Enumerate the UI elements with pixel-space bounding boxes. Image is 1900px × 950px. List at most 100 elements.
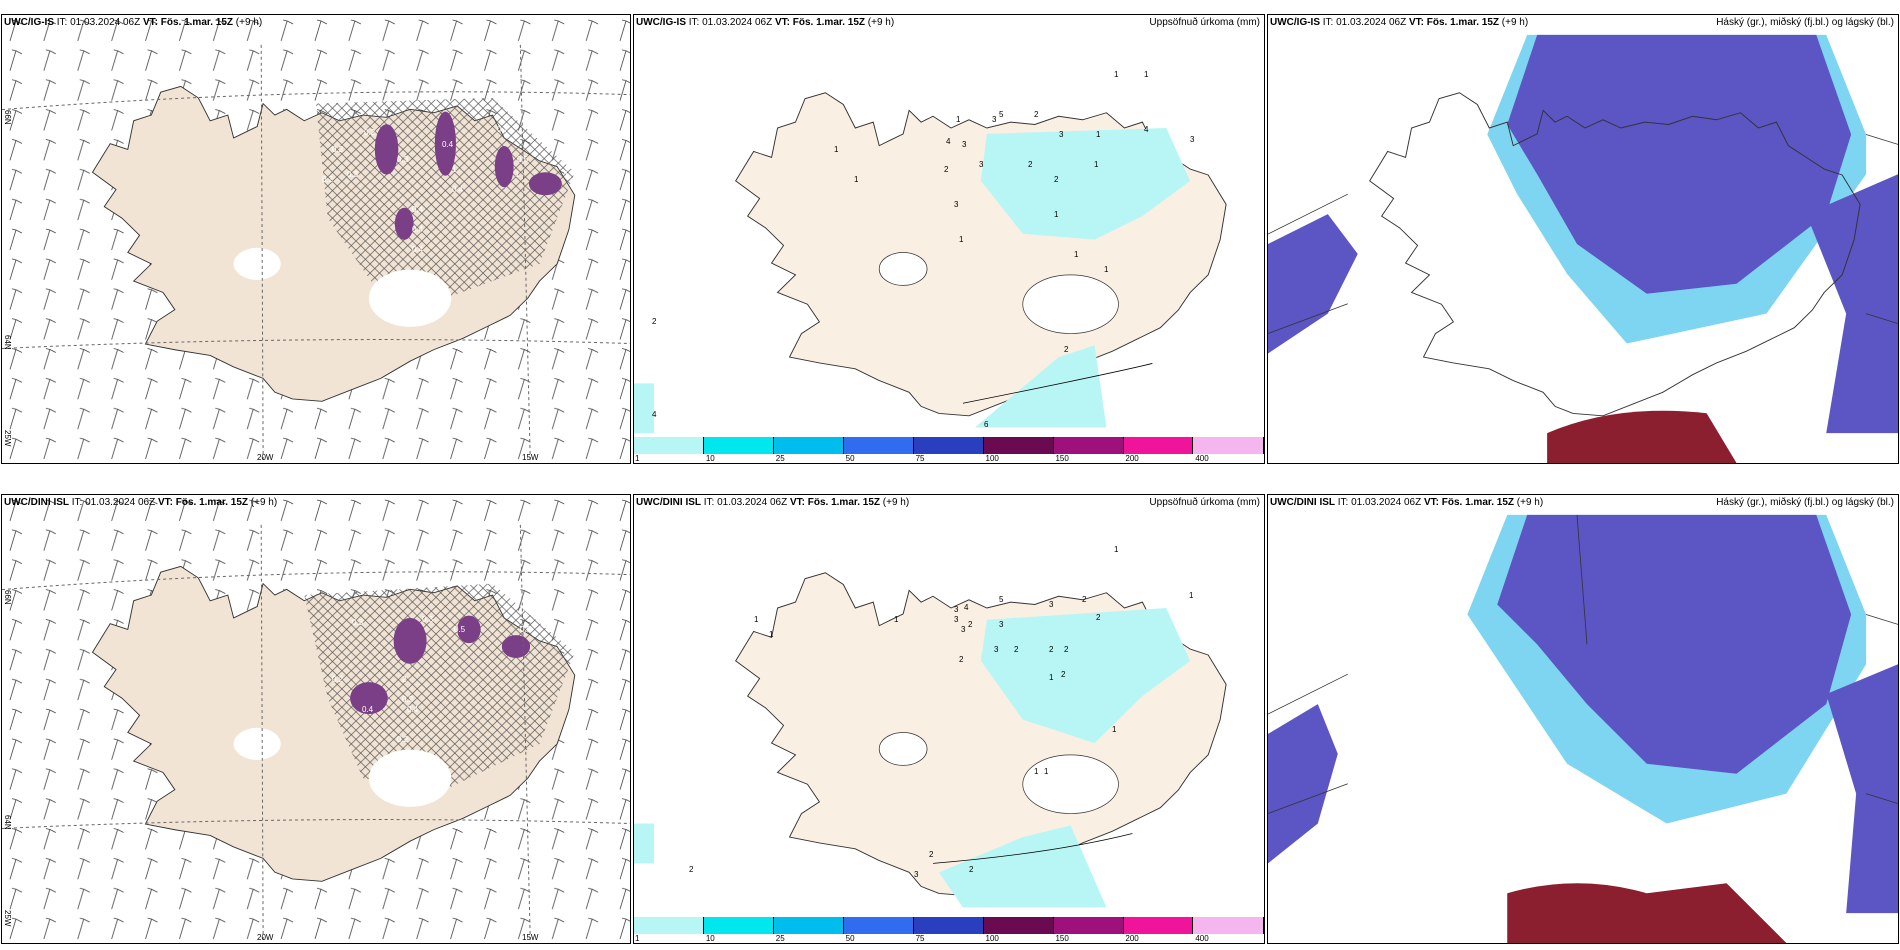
precip-value: 4 [652, 410, 657, 419]
precip-value: 2 [1028, 160, 1033, 169]
precip-value: 1 [1074, 250, 1079, 259]
precip-value: 4 [964, 603, 969, 612]
colorbar-segment [983, 917, 1054, 934]
cloud-value: 0.4 [412, 225, 424, 234]
precip-value: 3 [992, 115, 997, 124]
colorbar-segment [773, 917, 844, 934]
precip-value: 2 [1082, 595, 1087, 604]
cloud-value: 0.5 [558, 630, 570, 639]
precip-value: 1 [1114, 70, 1119, 79]
cloud-value: 0.5 [517, 155, 529, 164]
precip-value: 1 [959, 235, 964, 244]
precip-value: 1 [1104, 265, 1109, 274]
cloud-value: 0.2 [402, 695, 414, 704]
precip-value: 2 [1014, 645, 1019, 654]
variable-title: Uppsöfnuð úrkoma (mm) [1149, 17, 1260, 28]
cloud-value: 0.5 [520, 625, 532, 634]
panel-row1-precip: UWC/IG-IS IT: 01.03.2024 06Z VT: Fös. 1.… [633, 14, 1265, 464]
cloud-value: 0.5 [454, 625, 466, 634]
precip-value: 1 [1094, 160, 1099, 169]
colorbar-label: 1 [635, 454, 640, 463]
precip-value: 1 [1096, 130, 1101, 139]
precip-value: 1 [1044, 767, 1049, 776]
colorbar-label: 400 [1195, 934, 1209, 943]
cloud-value: 0.4 [442, 140, 454, 149]
cloud-value: 1 [515, 170, 520, 179]
precip-value: 6 [984, 420, 989, 429]
cloud-value: 0.3 [422, 615, 434, 624]
colorbar-label: 75 [915, 454, 925, 463]
precip-value: 2 [1064, 645, 1069, 654]
lon-label: 15W [522, 933, 539, 942]
precip-value: 3 [994, 645, 999, 654]
cloud-value: 0.4 [407, 705, 419, 714]
colorbar-segment [983, 437, 1054, 454]
variable-title: Uppsöfnuð úrkoma (mm) [1149, 497, 1260, 508]
precip-value: 3 [954, 200, 959, 209]
cloud-value: 0.2 [364, 128, 376, 137]
cloud-value: 0.4 [452, 185, 464, 194]
precip-value: 1 [754, 615, 759, 624]
colorbar-label: 10 [705, 454, 715, 463]
precip-value: 1 [894, 615, 899, 624]
precip-value: 5 [999, 595, 1004, 604]
panel-title: UWC/IG-IS IT: 01.03.2024 06Z VT: Fös. 1.… [636, 17, 895, 28]
colorbar-segment [1123, 437, 1194, 454]
precip-value: 2 [1061, 670, 1066, 679]
cloud-value: 1 [564, 170, 569, 179]
panel-row2-cloud-wind: UWC/DINI ISL IT: 01.03.2024 06Z VT: Fös.… [1, 494, 631, 944]
precip-value: 2 [1034, 110, 1039, 119]
precip-value: 2 [1054, 175, 1059, 184]
colorbar-segment [634, 437, 704, 454]
colorbar-label: 1 [635, 934, 640, 943]
lat-label: 66N [3, 590, 12, 605]
cloud-value: 0.2 [332, 675, 344, 684]
precip-value: 3 [914, 870, 919, 879]
colorbar-label: 50 [845, 934, 855, 943]
colorbar-label: 150 [1055, 934, 1069, 943]
colorbar-segment [703, 437, 774, 454]
colorbar-segment [1193, 437, 1264, 454]
map-row1-wind [2, 15, 630, 463]
precip-value: 1 [1114, 545, 1119, 554]
colorbar: 1 10 25 50 75 100 150 200 400 [634, 437, 1264, 463]
cloud-value: 1 [452, 165, 457, 174]
colorbar-segment [773, 437, 844, 454]
precip-value: 1 [1054, 210, 1059, 219]
map-row2-wind [2, 495, 630, 943]
precip-value: 1 [854, 175, 859, 184]
precip-value: 1 [834, 145, 839, 154]
precip-value: 2 [944, 165, 949, 174]
colorbar-segment [1053, 437, 1124, 454]
precip-value: 3 [962, 140, 967, 149]
lat-label: 64N [3, 335, 12, 350]
colorbar-segment [843, 917, 914, 934]
panel-title: UWC/DINI ISL IT: 01.03.2024 06Z VT: Fös.… [636, 497, 910, 508]
precip-value: 1 [1049, 673, 1054, 682]
precip-value: 2 [1096, 613, 1101, 622]
precip-value: 1 [1112, 725, 1117, 734]
colorbar-segment [913, 917, 984, 934]
cloud-value: 0.4 [362, 705, 374, 714]
panel-row2-cloud-layers: UWC/DINI ISL IT: 01.03.2024 06Z VT: Fös.… [1267, 494, 1899, 944]
precip-value: 4 [1144, 125, 1149, 134]
precip-value: 3 [961, 625, 966, 634]
precip-value: 1 [769, 630, 774, 639]
colorbar-segment [1053, 917, 1124, 934]
cloud-value: 0.4 [412, 205, 424, 214]
lon-label: 20W [257, 933, 274, 942]
lat-label: 25W [3, 430, 12, 447]
precip-value: 2 [929, 850, 934, 859]
colorbar-segment [1193, 917, 1264, 934]
cloud-value: 0.2 [332, 145, 344, 154]
panel-title: UWC/IG-IS IT: 01.03.2024 06Z VT: Fös. 1.… [1270, 17, 1529, 28]
cloud-value: 0.3 [397, 155, 409, 164]
panel-title: UWC/DINI ISL IT: 01.03.2024 06Z VT: Fös.… [4, 497, 278, 508]
lat-label: 66N [3, 110, 12, 125]
map-row1-cloud [1268, 15, 1898, 463]
colorbar-label: 150 [1055, 454, 1069, 463]
variable-title: Háský (gr.), miðský (fj.bl.) og lágský (… [1716, 17, 1894, 28]
colorbar-label: 50 [845, 454, 855, 463]
lon-label: 15W [522, 453, 539, 462]
colorbar-label: 25 [775, 934, 785, 943]
